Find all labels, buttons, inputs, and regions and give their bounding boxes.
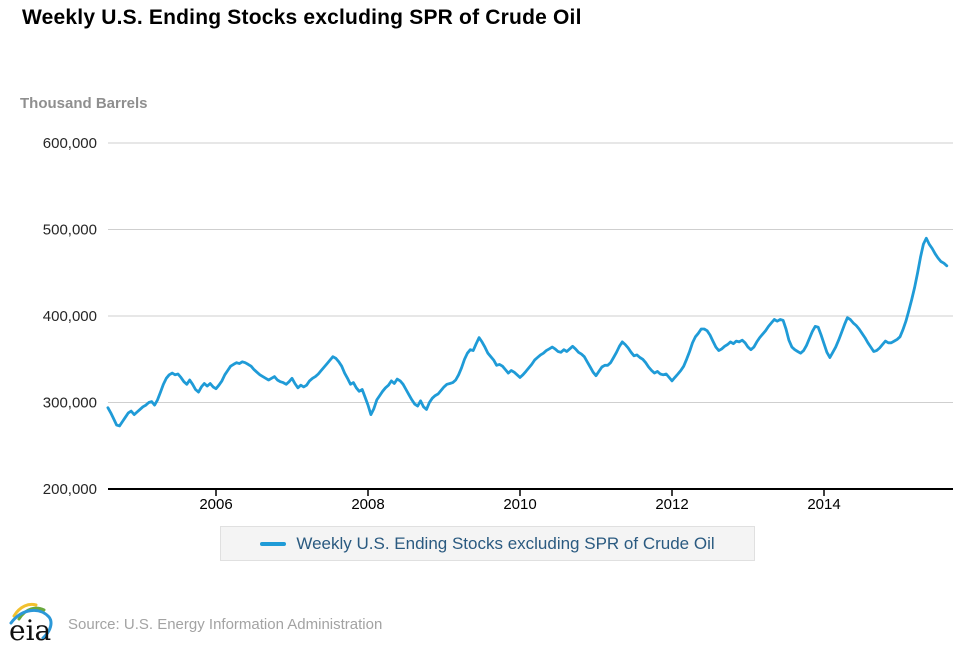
y-axis-tick-label: 200,000 xyxy=(43,481,97,498)
x-axis-tick-label: 2006 xyxy=(199,496,232,513)
legend-item[interactable]: Weekly U.S. Ending Stocks excluding SPR … xyxy=(260,533,715,554)
page-title: Weekly U.S. Ending Stocks excluding SPR … xyxy=(22,6,582,29)
logo-swoosh-green-icon xyxy=(17,606,46,621)
y-axis-tick-label: 400,000 xyxy=(43,308,97,325)
logo-text: eia xyxy=(9,614,51,646)
chart-data-line[interactable] xyxy=(106,236,949,428)
x-axis-tick-label: 2010 xyxy=(503,496,536,513)
legend-line-swatch-icon xyxy=(260,541,287,546)
source-attribution: Source: U.S. Energy Information Administ… xyxy=(68,616,383,633)
y-axis-tick-label: 500,000 xyxy=(43,222,97,239)
x-axis-tick-label: 2012 xyxy=(655,496,688,513)
y-axis-tick-label: 300,000 xyxy=(43,395,97,412)
legend-item-label: Weekly U.S. Ending Stocks excluding SPR … xyxy=(296,533,715,553)
y-axis-unit-label: Thousand Barrels xyxy=(20,95,148,112)
eia-logo: eia xyxy=(9,602,53,646)
x-axis-tick-label: 2008 xyxy=(351,496,384,513)
chart-plot-area[interactable]: 600,000 500,000 400,000 300,000 200,000 2006 2… xyxy=(0,0,970,580)
legend: Weekly U.S. Ending Stocks excluding SPR … xyxy=(220,526,755,561)
y-axis-tick-label: 600,000 xyxy=(43,135,97,152)
logo-swoosh-blue-icon xyxy=(9,609,53,640)
logo-swoosh-yellow-icon xyxy=(12,602,38,618)
x-axis-tick-label: 2014 xyxy=(807,496,840,513)
